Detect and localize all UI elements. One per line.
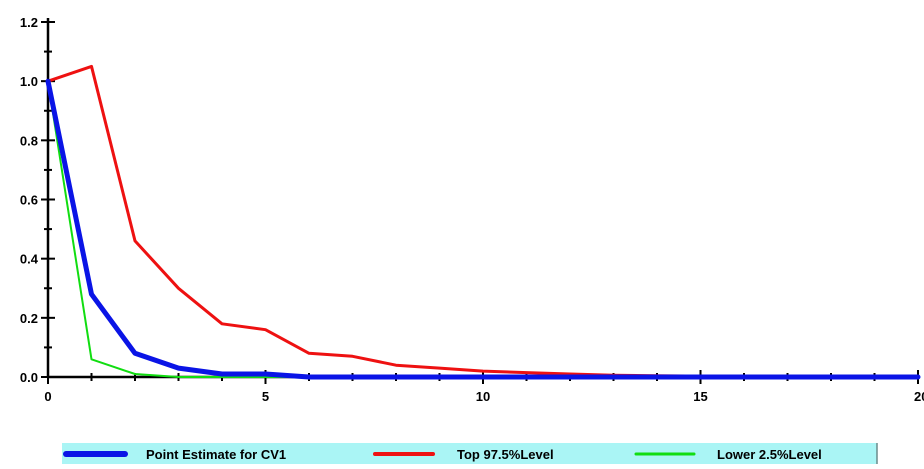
y-tick-label: 0.0 <box>20 370 38 385</box>
legend: Point Estimate for CV1 Top 97.5%Level Lowe… <box>62 443 878 468</box>
legend-label-0: Point Estimate for CV1 <box>146 447 286 462</box>
series-line-2 <box>47 80 919 378</box>
x-tick-label: 15 <box>693 389 707 404</box>
y-tick-label: 1.2 <box>20 15 38 30</box>
x-tick-label: 0 <box>44 389 51 404</box>
legend-label-1: Top 97.5%Level <box>457 447 554 462</box>
series-line-0 <box>45 78 921 380</box>
series-lines <box>45 64 921 380</box>
x-tick-label: 10 <box>476 389 490 404</box>
legend-label-2: Lower 2.5%Level <box>717 447 822 462</box>
y-tick-label: 0.4 <box>20 252 39 267</box>
x-tick-label: 20 <box>914 389 924 404</box>
x-tick-label: 5 <box>262 389 269 404</box>
y-tick-label: 0.6 <box>20 193 38 208</box>
series-line-1 <box>46 64 920 379</box>
y-tick-label: 1.0 <box>20 74 38 89</box>
y-axis: 0.0 0.2 0.4 0.6 0.8 1.0 1.2 <box>20 15 55 385</box>
y-tick-label: 0.8 <box>20 133 38 148</box>
y-tick-label: 0.2 <box>20 311 38 326</box>
